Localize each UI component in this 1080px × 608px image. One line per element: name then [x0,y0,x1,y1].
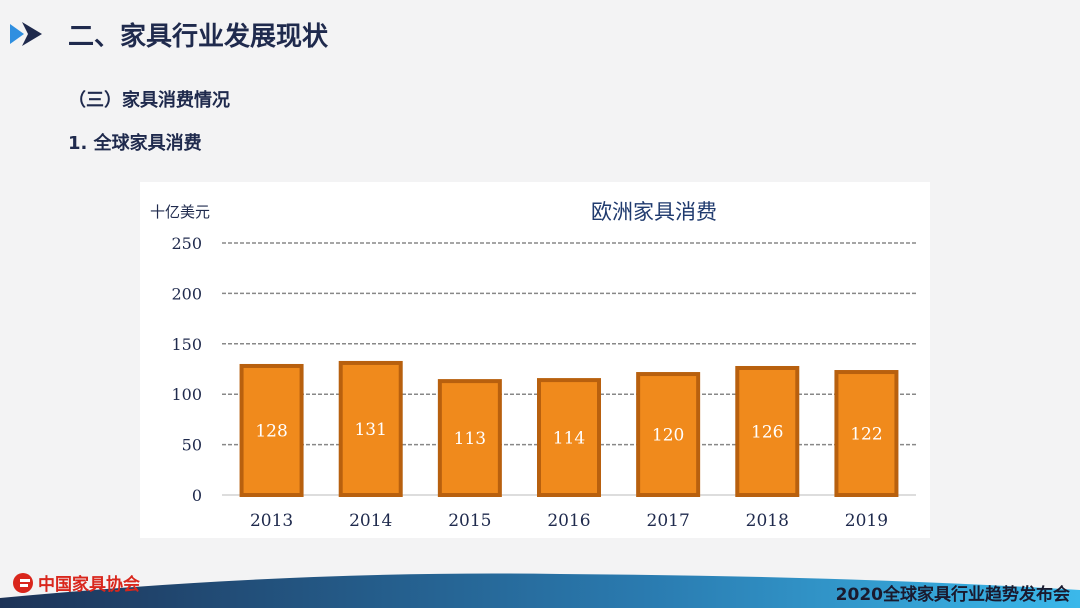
chart-panel: 十亿美元 欧洲家具消费 0 50 100 150 200 250 128 2013 131 201… [140,182,930,538]
y-tick-label: 100 [171,385,202,404]
footer-band [0,573,1080,608]
bar-2019 [834,370,899,497]
logo-icon [13,572,33,593]
data-label: 122 [850,425,882,445]
y-tick-label: 250 [171,234,202,253]
logo-text: 中国家具协会 [38,575,140,595]
bar-2013 [239,363,304,497]
y-tick-label: 0 [192,486,202,505]
event-name: 2020全球家具行业趋势发布会 [835,585,1070,605]
data-label: 131 [354,420,386,440]
subsection-heading: 1. 全球家具消费 [68,133,202,154]
data-label: 113 [454,429,486,449]
y-tick-label: 150 [171,335,202,354]
x-tick-label: 2014 [349,511,392,531]
y-tick-label: 50 [182,436,202,455]
bar-2016 [537,378,601,497]
x-tick-label: 2015 [448,511,491,531]
bar-2017 [636,372,701,497]
bar-2015 [437,379,502,497]
section-heading: （三）家具消费情况 [68,90,230,111]
x-tick-label: 2013 [250,511,293,531]
page-title: 二、家具行业发展现状 [68,22,329,52]
data-label: 126 [751,422,783,442]
bar-2014 [338,360,403,497]
y-tick-label: 200 [171,284,202,303]
chart-title: 欧洲家具消费 [591,200,717,224]
logo: 中国家具协会 [12,570,140,595]
data-label: 128 [255,421,287,441]
bar-chart: 十亿美元 欧洲家具消费 0 50 100 150 200 250 128 2013 131 201… [150,200,916,531]
x-tick-label: 2017 [647,511,690,531]
y-axis-label: 十亿美元 [150,203,210,221]
x-tick-label: 2016 [547,511,590,531]
bar-2018 [735,365,800,498]
x-tick-label: 2019 [845,511,888,531]
data-label: 114 [553,429,585,449]
x-tick-label: 2018 [746,511,789,531]
data-label: 120 [652,426,684,446]
arrow-icon [10,22,42,46]
